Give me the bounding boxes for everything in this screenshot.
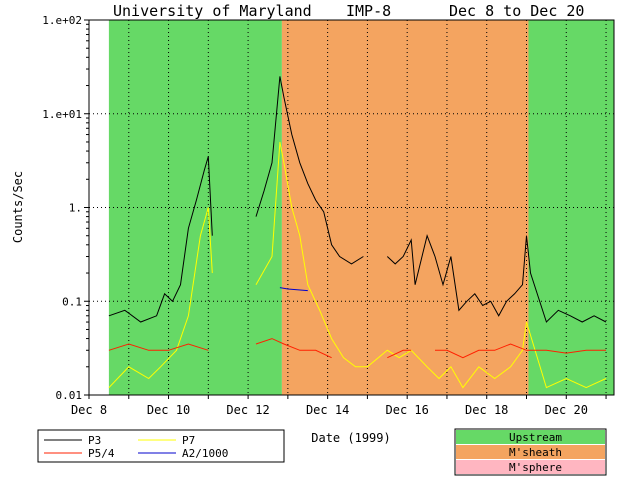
legend-label-p5-4: P5/4 xyxy=(88,447,115,460)
series-p3-segment-0 xyxy=(108,156,213,323)
region-legend-label-upstream: Upstream xyxy=(509,431,562,444)
series-p3-segment-1 xyxy=(255,76,364,265)
chart-title-spacecraft: IMP-8 xyxy=(346,2,391,20)
y-tick-label-4: 1.e+02 xyxy=(42,14,82,27)
x-tick-label-0: Dec 8 xyxy=(71,403,107,417)
region-legend-label-msheath: M'sheath xyxy=(509,446,562,459)
x-tick-label-4: Dec 16 xyxy=(386,403,429,417)
x-axis-ticks: Dec 8 Dec 10 Dec 12 Dec 14 Dec 16 Dec 18 Dec 2… xyxy=(71,395,607,417)
series-p5-4-segment-0 xyxy=(108,343,209,351)
series-p7-segment-1 xyxy=(255,141,607,389)
series-p5-4-segment-1 xyxy=(255,338,332,359)
y-axis-ticks: 0.01 0.1 1. 1.e+01 1.e+02 xyxy=(42,14,89,402)
chart-title-date-range: Dec 8 to Dec 20 xyxy=(449,2,584,20)
x-tick-label-6: Dec 20 xyxy=(545,403,588,417)
x-tick-label-5: Dec 18 xyxy=(465,403,508,417)
legend-label-p7: P7 xyxy=(182,434,195,447)
region-upstream-2 xyxy=(528,20,614,395)
region-legend-swatch-msphere xyxy=(456,460,605,474)
series-p3-segment-2 xyxy=(386,234,607,323)
series-a2-1000-segment-6 xyxy=(279,287,308,292)
legend-label-a2-1000: A2/1000 xyxy=(182,447,228,460)
region-legend-swatch-msheath xyxy=(456,445,605,459)
x-tick-label-1: Dec 10 xyxy=(147,403,190,417)
x-tick-label-3: Dec 14 xyxy=(306,403,349,417)
y-tick-label-1: 0.1 xyxy=(62,295,82,308)
region-legend-label-msphere: M'sphere xyxy=(509,461,562,474)
y-tick-label-0: 0.01 xyxy=(56,389,83,402)
region-legend: Upstream M'sheath M'sphere xyxy=(454,428,607,476)
series-legend-box xyxy=(37,429,285,463)
series-lines xyxy=(108,76,607,389)
x-axis-label: Date (1999) xyxy=(311,431,390,445)
x-tick-label-2: Dec 12 xyxy=(226,403,269,417)
series-p5-4-segment-3 xyxy=(435,343,606,359)
y-tick-label-2: 1. xyxy=(69,202,82,215)
region-upstream-0 xyxy=(108,20,282,395)
y-tick-label-3: 1.e+01 xyxy=(42,108,82,121)
series-p5-4-segment-2 xyxy=(387,349,412,359)
region-legend-swatch-upstream xyxy=(456,430,605,444)
series-p7-segment-0 xyxy=(108,207,213,388)
legend-label-p3: P3 xyxy=(88,434,101,447)
chart-title-institution: University of Maryland xyxy=(113,2,312,20)
y-axis-label: Counts/Sec xyxy=(11,171,25,243)
series-legend: P3 P7 P5/4 A2/1000 xyxy=(37,429,285,463)
gridlines xyxy=(88,19,614,396)
